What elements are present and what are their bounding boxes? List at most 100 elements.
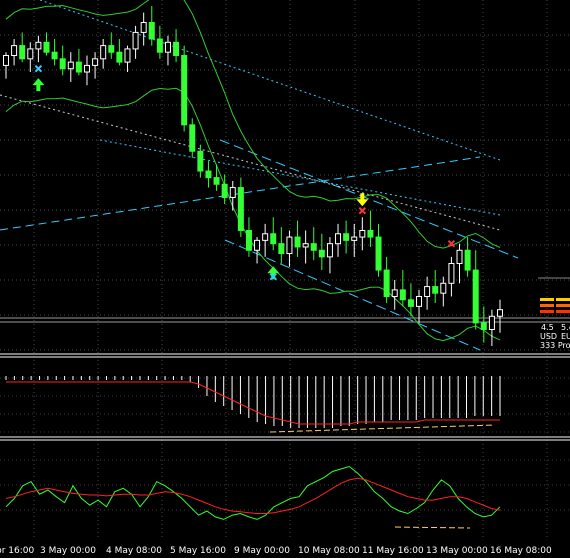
histogram-signal-line bbox=[6, 381, 500, 425]
signal-cross-icon bbox=[34, 65, 43, 73]
candle-body bbox=[270, 233, 277, 245]
x-tick-label: 4 May 08:00 bbox=[106, 546, 162, 556]
candle-body bbox=[351, 236, 358, 241]
oscillator-line bbox=[5, 477, 501, 514]
candle-body bbox=[335, 233, 342, 245]
candle-body bbox=[132, 31, 139, 50]
candle-body bbox=[326, 243, 333, 258]
envelope-lower bbox=[5, 87, 501, 342]
candle-body bbox=[67, 61, 74, 70]
channel-lower bbox=[224, 239, 481, 351]
candle-body bbox=[448, 262, 455, 284]
candle-body bbox=[424, 286, 431, 297]
channel-upper bbox=[219, 139, 519, 259]
candle-body bbox=[173, 41, 180, 57]
candle-body bbox=[497, 309, 503, 317]
candle-body bbox=[286, 236, 293, 255]
candle-body bbox=[108, 45, 115, 53]
candle-body bbox=[302, 243, 309, 248]
candle-body bbox=[391, 289, 398, 297]
candle-body bbox=[262, 233, 269, 241]
arrow-down-icon bbox=[356, 193, 369, 207]
trend-line bbox=[0, 156, 481, 231]
candle-body bbox=[140, 22, 147, 33]
candle-body bbox=[399, 289, 406, 301]
candle-body bbox=[51, 51, 58, 60]
candle-body bbox=[83, 64, 90, 73]
strength-bar bbox=[556, 304, 570, 307]
side-value-label: 4.5 bbox=[541, 323, 554, 332]
candle-body bbox=[75, 61, 82, 73]
candle-body bbox=[181, 55, 188, 126]
candle-body bbox=[383, 269, 390, 297]
candle-body bbox=[164, 41, 171, 53]
candle-body bbox=[343, 233, 350, 241]
candle-body bbox=[124, 48, 131, 63]
candle-body bbox=[472, 269, 479, 324]
arrow-up-icon bbox=[32, 78, 45, 92]
candle-body bbox=[278, 243, 285, 255]
oscillator-line bbox=[5, 465, 501, 520]
candle-body bbox=[3, 55, 9, 66]
candle-body bbox=[189, 124, 196, 152]
strength-bar bbox=[540, 304, 554, 307]
x-tick-label: 10 May 08:00 bbox=[298, 546, 360, 556]
candle-body bbox=[19, 45, 26, 60]
candle-body bbox=[367, 229, 374, 238]
candle-body bbox=[488, 315, 495, 330]
candle-body bbox=[35, 41, 42, 50]
candle-body bbox=[205, 170, 212, 179]
candle-body bbox=[456, 249, 463, 264]
candle-body bbox=[92, 58, 99, 66]
signal-cross-icon bbox=[269, 272, 277, 281]
trend-line-dotted bbox=[0, 94, 501, 231]
candle-body bbox=[254, 239, 261, 251]
candle-body bbox=[318, 249, 325, 258]
envelope-upper bbox=[5, 0, 501, 249]
side-provider-label: 333 Pro bbox=[540, 341, 570, 350]
trend-line-dotted bbox=[39, 0, 501, 161]
oscillator-level-line bbox=[394, 526, 471, 529]
x-tick-label: 3 May 00:00 bbox=[40, 546, 96, 556]
histogram-level-line bbox=[269, 424, 496, 433]
candle-body bbox=[375, 236, 382, 271]
candle-body bbox=[245, 229, 252, 251]
x-tick-label: 11 May 16:00 bbox=[362, 546, 424, 556]
candle-body bbox=[43, 41, 50, 53]
candle-body bbox=[213, 177, 220, 185]
candle-body bbox=[310, 243, 317, 251]
candle-body bbox=[116, 51, 123, 63]
candle-body bbox=[156, 38, 163, 53]
x-tick-label: 5 May 16:00 bbox=[170, 546, 226, 556]
strength-bar bbox=[556, 298, 570, 301]
arrow-up-icon bbox=[267, 266, 280, 280]
candle-body bbox=[148, 22, 155, 40]
side-currency-label: USD bbox=[540, 332, 557, 341]
candle-body bbox=[27, 48, 34, 60]
x-tick-label: 13 May 00:00 bbox=[426, 546, 488, 556]
signal-cross-icon bbox=[447, 239, 456, 248]
candle-body bbox=[197, 150, 204, 172]
candle-body bbox=[359, 229, 366, 238]
trend-line-dotted bbox=[99, 139, 501, 216]
signal-cross-icon bbox=[358, 206, 367, 215]
side-currency-label: EU bbox=[561, 332, 570, 341]
strength-bar bbox=[540, 298, 554, 301]
side-value-label: 5.4 bbox=[561, 323, 570, 332]
candle-body bbox=[11, 45, 18, 57]
x-tick-label: 9 May 00:00 bbox=[234, 546, 290, 556]
candle-body bbox=[407, 299, 414, 307]
candle-body bbox=[237, 187, 244, 231]
candle-body bbox=[416, 295, 423, 307]
candle-body bbox=[221, 183, 228, 198]
candle-body bbox=[464, 249, 471, 271]
strength-bar bbox=[540, 310, 554, 313]
candle-body bbox=[440, 282, 447, 294]
candle-body bbox=[229, 187, 236, 198]
strength-bar bbox=[556, 310, 570, 313]
x-tick-label: pr 16:00 bbox=[0, 546, 34, 556]
candle-body bbox=[480, 322, 487, 330]
candle-body bbox=[432, 286, 439, 294]
